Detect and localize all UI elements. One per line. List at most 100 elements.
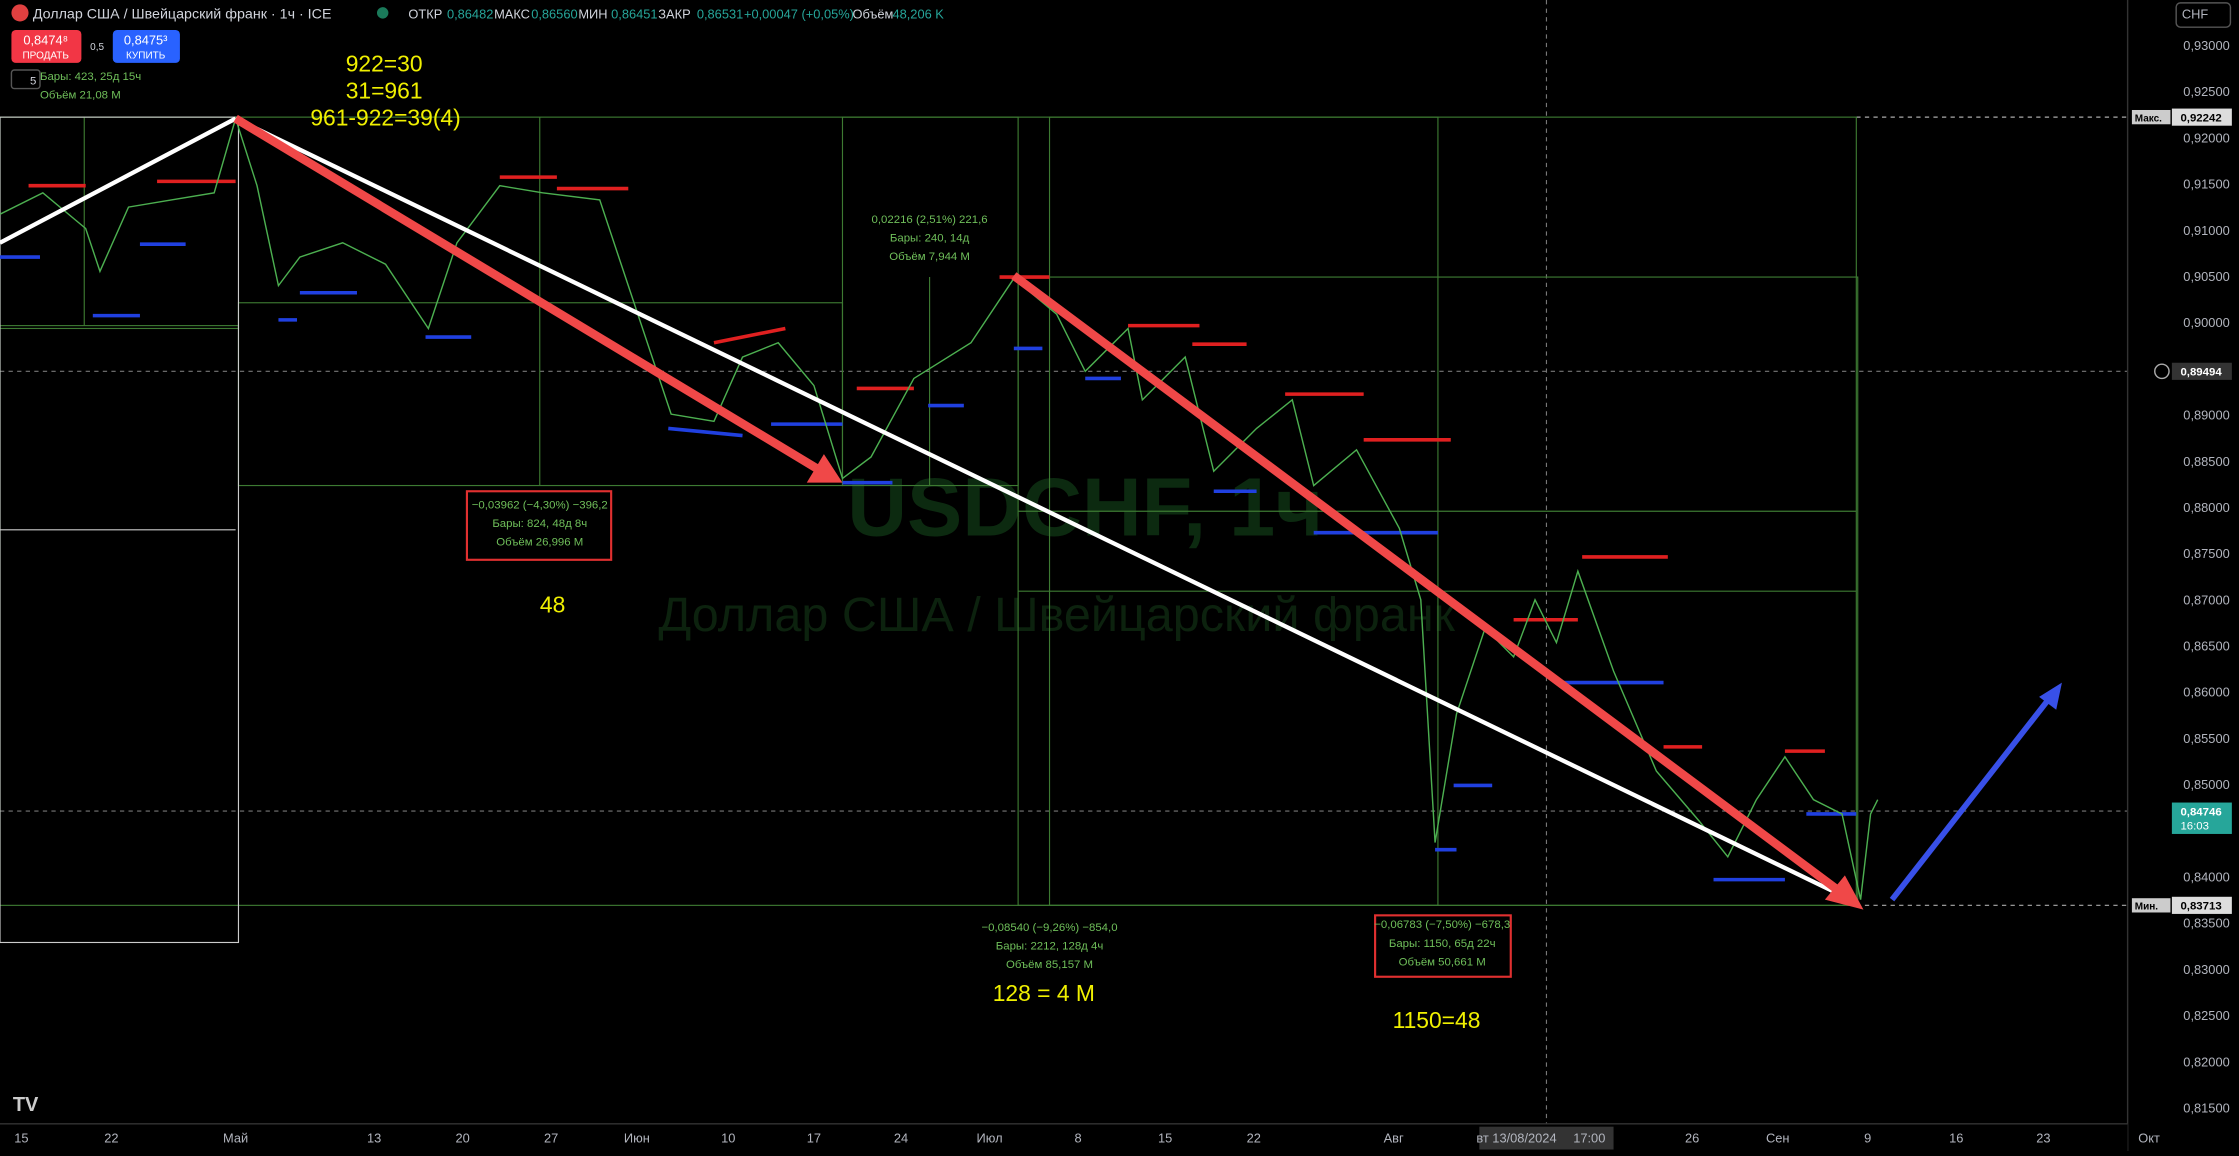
y-tick-label: 0,86000 <box>2183 685 2229 700</box>
x-tick-label: Авг <box>1384 1130 1404 1145</box>
annotation: 31=961 <box>346 78 423 104</box>
ohlc-volume: 48,206 K <box>892 7 944 22</box>
ohlc-close: 0,86531 <box>697 7 743 22</box>
ohlc-close-label: ЗАКР <box>658 7 690 22</box>
y-tick-label: 0,92000 <box>2183 130 2229 145</box>
watermark: Доллар США / Швейцарский франк <box>658 588 1455 642</box>
annotation: 128 = 4 M <box>993 980 1095 1006</box>
x-tick-label: 15 <box>1158 1130 1172 1145</box>
y-tick-label: 0,91500 <box>2183 177 2229 192</box>
measure-text: Бары: 1150, 65д 22ч <box>1389 938 1496 950</box>
y-tick-label: 0,88500 <box>2183 454 2229 469</box>
x-tick-label: Окт <box>2138 1130 2160 1145</box>
ohlc-low: 0,86451 <box>611 7 657 22</box>
price-tag-bg <box>2131 109 2171 125</box>
annotation: 1150=48 <box>1393 1007 1481 1033</box>
price-line <box>0 116 1879 900</box>
measure-text: 0,02216 (2,51%) 221,6 <box>872 214 988 226</box>
y-tick-label: 0,83500 <box>2183 916 2229 931</box>
x-tick-label: 27 <box>544 1130 558 1145</box>
symbol: Доллар США / Швейцарский франк · 1ч · IC… <box>33 7 332 23</box>
countdown: 16:03 <box>2180 821 2209 833</box>
y-tick-label: 0,82000 <box>2183 1054 2229 1069</box>
price-tag: Макс. <box>2135 113 2162 124</box>
y-tick-label: 0,85000 <box>2183 777 2229 792</box>
buy-label[interactable]: КУПИТЬ <box>126 51 166 62</box>
y-tick-label: 0,87500 <box>2183 546 2229 561</box>
x-tick-label: 9 <box>1864 1130 1871 1145</box>
last-price: 0,84746 <box>2180 806 2221 818</box>
measure-text: −0,03962 (−4,30%) −396,2 <box>472 499 608 511</box>
crosshair-plus[interactable] <box>2154 363 2170 380</box>
price-label: 0,92242 <box>2180 112 2221 124</box>
x-tick-label: Сен <box>1766 1130 1790 1145</box>
measure-text: Бары: 240, 14д <box>890 232 970 244</box>
ohlc-high: 0,86560 <box>531 7 577 22</box>
interval-button[interactable] <box>10 69 41 90</box>
price-label-bg <box>2171 896 2232 914</box>
y-tick-label: 0,87000 <box>2183 592 2229 607</box>
y-tick-label: 0,82500 <box>2183 1008 2229 1023</box>
x-tick-label: 15 <box>14 1130 28 1145</box>
spread: 0,5 <box>90 42 104 53</box>
x-tick-label: 8 <box>1075 1130 1082 1145</box>
sell-price[interactable]: 0,8474⁸ <box>23 32 68 47</box>
y-tick-label: 0,85500 <box>2183 731 2229 746</box>
y-tick-label: 0,90500 <box>2183 269 2229 284</box>
annotation: 922=30 <box>346 50 423 76</box>
x-tick-label: 20 <box>456 1130 470 1145</box>
buy-button[interactable] <box>112 30 180 63</box>
interval[interactable]: 5 <box>30 75 36 87</box>
x-tick-label: Июл <box>977 1130 1003 1145</box>
ohlc-open: 0,86482 <box>447 7 493 22</box>
x-tick-label: Июн <box>624 1130 650 1145</box>
watermark: USDCHF, 1ч <box>847 461 1323 554</box>
ohlc-change: +0,00047 (+0,05%) <box>744 7 854 22</box>
ohlc-low-label: МИН <box>578 7 607 22</box>
measure-text: Объём 50,661 M <box>1399 956 1486 968</box>
measure-text: −0,08540 (−9,26%) −854,0 <box>982 922 1118 934</box>
price-label-bg <box>2171 108 2232 126</box>
y-tick-label: 0,92500 <box>2183 84 2229 99</box>
y-tick-label: 0,90000 <box>2183 315 2229 330</box>
measure-text: −0,06783 (−7,50%) −678,3 <box>1374 919 1510 931</box>
x-tick-label: 16 <box>1949 1130 1963 1145</box>
x-tick-label: 13 <box>367 1130 381 1145</box>
measure-text: Бары: 2212, 128д 4ч <box>996 941 1104 953</box>
currency[interactable]: CHF <box>2182 7 2209 22</box>
y-tick-label: 0,81500 <box>2183 1100 2229 1115</box>
measure-text: Объём 21,08 M <box>40 90 121 102</box>
x-tick-label: Май <box>223 1130 248 1145</box>
x-tick-label: 17:00 <box>1573 1130 1605 1145</box>
y-tick-label: 0,91000 <box>2183 223 2229 238</box>
measure-text: Бары: 824, 48д 8ч <box>492 518 587 530</box>
x-tick-label: 26 <box>1685 1130 1699 1145</box>
y-tick-label: 0,84000 <box>2183 870 2229 885</box>
y-tick-label: 0,86500 <box>2183 639 2229 654</box>
x-tick-label: 17 <box>807 1130 821 1145</box>
measure-text: Объём 7,944 M <box>889 251 970 263</box>
price-tag: Мин. <box>2135 902 2158 913</box>
annotation: 961-922=39(4) <box>310 105 460 131</box>
price-label-bg <box>2171 362 2232 380</box>
x-tick-label: 22 <box>1247 1130 1261 1145</box>
measure-text: Бары: 423, 25д 15ч <box>40 71 141 83</box>
sell-label[interactable]: ПРОДАТЬ <box>22 51 69 62</box>
price-tag-bg <box>2131 898 2171 913</box>
ohlc-high-label: МАКС <box>494 7 530 22</box>
last-bg <box>2171 802 2232 834</box>
y-tick-label: 0,88000 <box>2183 500 2229 515</box>
measure-text: Объём 85,157 M <box>1006 959 1093 971</box>
x-tick-label: 24 <box>894 1130 908 1145</box>
x-tick-label: 23 <box>2036 1130 2050 1145</box>
sell-button[interactable] <box>11 30 82 63</box>
buy-price[interactable]: 0,8475³ <box>124 32 168 47</box>
ohlc-open-label: ОТКР <box>408 7 442 22</box>
annotation: 48 <box>540 592 565 618</box>
x-tick-label: 22 <box>104 1130 118 1145</box>
price-label: 0,89494 <box>2180 367 2222 379</box>
y-tick-label: 0,83000 <box>2183 962 2229 977</box>
measure-text: Объём 26,996 M <box>496 537 583 549</box>
